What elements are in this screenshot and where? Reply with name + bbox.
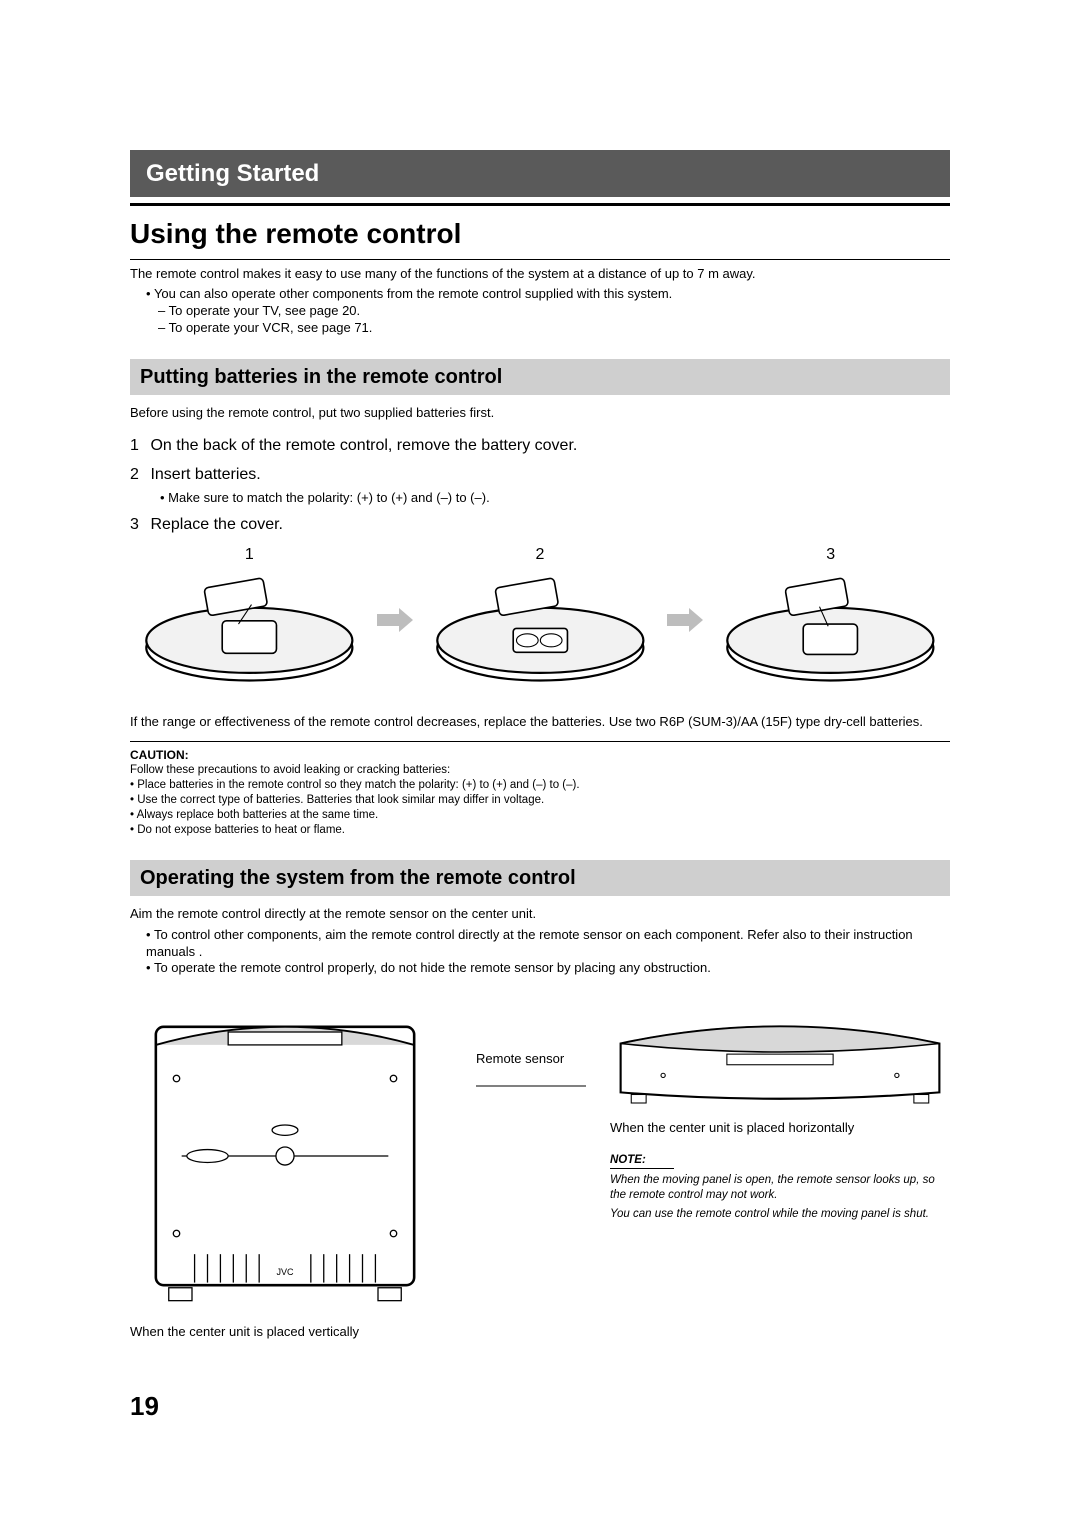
intro-dash-tv: To operate your TV, see page 20. [158,303,950,320]
caution-intro: Follow these precautions to avoid leakin… [130,763,950,778]
fig-label-1: 1 [130,545,369,566]
pre-text-batteries: Before using the remote control, put two… [130,405,950,422]
caption-horizontal: When the center unit is placed horizonta… [610,1120,950,1137]
svg-text:JVC: JVC [276,1267,294,1277]
chapter-header: Getting Started [130,150,950,197]
rule-thick [130,203,950,206]
intro-bullet: You can also operate other components fr… [146,286,950,303]
step-3: 3 Replace the cover. [130,515,950,536]
note-label: NOTE: [610,1153,674,1169]
step-2-num: 2 [130,465,146,486]
fig-label-2: 2 [421,545,660,566]
subsection-batteries: Putting batteries in the remote control [130,359,950,395]
rule-thin [130,741,950,742]
caution-item: Do not expose batteries to heat or flame… [130,823,950,838]
step-2-note: Make sure to match the polarity: (+) to … [130,490,950,507]
step-3-text: Replace the cover. [150,516,283,533]
sensor-pointer-line [476,1076,586,1096]
center-unit-vertical-illustration: JVC [130,1001,440,1311]
operating-bullet-1: To control other components, aim the rem… [146,927,950,961]
arrow-icon [377,608,413,632]
step-2: 2 Insert batteries. [130,465,950,486]
step-2-text: Insert batteries. [150,466,260,483]
page-number: 19 [130,1390,950,1424]
note-text-1: When the moving panel is open, the remot… [610,1173,950,1203]
arrow-icon [667,608,703,632]
subsection-operating: Operating the system from the remote con… [130,860,950,896]
operating-bullet-2: To operate the remote control properly, … [146,960,950,977]
step-3-num: 3 [130,515,146,536]
note-block: NOTE: When the moving panel is open, the… [610,1153,950,1222]
caution-item: Use the correct type of batteries. Batte… [130,793,950,808]
remote-step1-illustration [130,572,369,691]
step-1-text: On the back of the remote control, remov… [150,437,577,454]
after-figure-text: If the range or effectiveness of the rem… [130,714,950,731]
remote-step2-illustration [421,572,660,691]
note-text-2: You can use the remote control while the… [610,1207,950,1222]
section-title: Using the remote control [130,216,950,252]
rule-thin [130,259,950,260]
step-1-num: 1 [130,436,146,457]
caution-item: Place batteries in the remote control so… [130,778,950,793]
intro-text: The remote control makes it easy to use … [130,266,950,283]
center-unit-horizontal-illustration [610,1001,950,1107]
remote-sensor-label: Remote sensor [476,1051,596,1068]
device-illustrations: JVC When the center unit is placed verti… [130,1001,950,1340]
caption-vertical: When the center unit is placed verticall… [130,1324,440,1341]
operating-pre: Aim the remote control directly at the r… [130,906,950,923]
battery-figure-row: 1 2 3 [130,545,950,695]
intro-dash-vcr: To operate your VCR, see page 71. [158,320,950,337]
caution-item: Always replace both batteries at the sam… [130,808,950,823]
remote-step3-illustration [711,572,950,691]
fig-label-3: 3 [711,545,950,566]
caution-label: CAUTION: [130,748,950,764]
step-1: 1 On the back of the remote control, rem… [130,436,950,457]
